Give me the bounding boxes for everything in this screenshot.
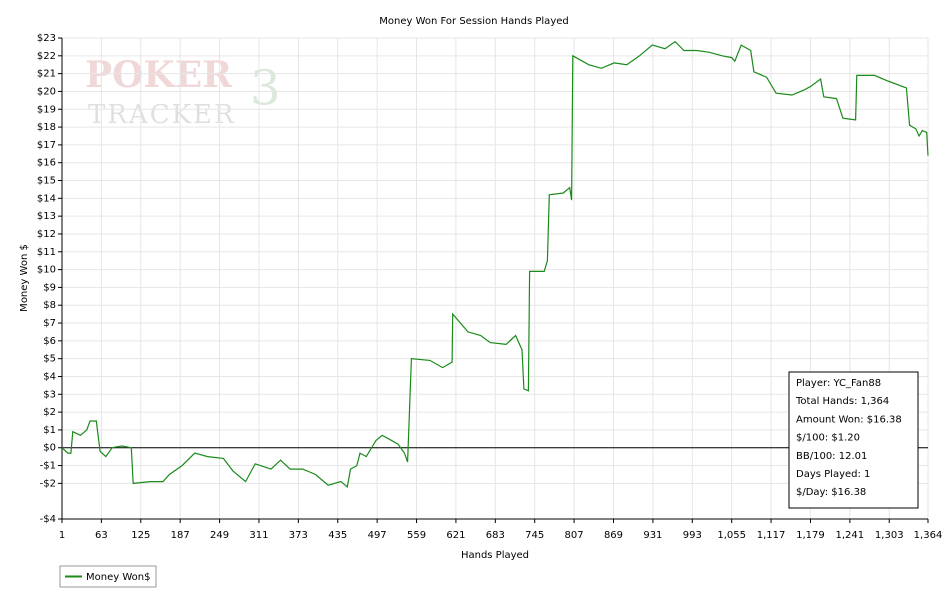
y-tick-label: $20 <box>37 86 56 97</box>
y-tick-label: $15 <box>37 176 56 187</box>
x-tick-label: 63 <box>95 530 108 541</box>
x-tick-label: 807 <box>565 530 584 541</box>
stats-line: $/Day: $16.38 <box>796 487 866 498</box>
x-tick-label: 1 <box>59 530 65 541</box>
x-tick-label: 1,055 <box>717 530 746 541</box>
stats-border <box>788 371 919 509</box>
y-tick-label: $1 <box>43 425 56 436</box>
x-tick-label: 187 <box>171 530 190 541</box>
x-tick-label: 621 <box>446 530 465 541</box>
x-tick-label: 993 <box>683 530 702 541</box>
x-tick-label: 1,364 <box>914 530 943 541</box>
x-tick-label: 435 <box>328 530 347 541</box>
y-tick-label: $3 <box>43 389 56 400</box>
x-tick-label: 497 <box>368 530 387 541</box>
y-tick-label: -$4 <box>40 514 56 525</box>
y-tick-label: $2 <box>43 407 56 418</box>
watermark: POKER TRACKER 3 <box>85 54 281 130</box>
y-tick-label: -$2 <box>40 478 56 489</box>
y-tick-label: $21 <box>37 69 56 80</box>
stats-line: Amount Won: $16.38 <box>796 414 902 425</box>
y-tick-label: $0 <box>43 443 56 454</box>
stats-line: $/100: $1.20 <box>796 433 860 444</box>
x-tick-label: 1,241 <box>836 530 865 541</box>
y-tick-label: $5 <box>43 354 56 365</box>
stats-line: Days Played: 1 <box>796 469 870 480</box>
x-tick-label: 249 <box>210 530 229 541</box>
x-tick-label: 559 <box>407 530 426 541</box>
y-axis-label: Money Won $ <box>19 244 30 312</box>
series-line <box>61 40 929 489</box>
y-tick-label: $6 <box>43 336 56 347</box>
y-tick-label: $14 <box>37 193 56 204</box>
stats-line: Player: YC_Fan88 <box>796 378 881 389</box>
legend-label: Money Won$ <box>86 572 150 583</box>
x-tick-label: 745 <box>525 530 544 541</box>
y-tick-label: $8 <box>43 300 56 311</box>
watermark-bottom: TRACKER <box>88 100 236 130</box>
y-tick-label: $11 <box>37 247 56 258</box>
watermark-top: POKER <box>85 54 233 96</box>
y-tick-label: $9 <box>43 282 56 293</box>
y-tick-label: $22 <box>37 51 56 62</box>
legend-border <box>59 565 157 588</box>
grid: $23$22$21$20$19$18$17$16$15$14$13$12$11$… <box>37 33 942 541</box>
y-tick-label: $12 <box>37 229 56 240</box>
y-tick-label: $19 <box>37 104 56 115</box>
stats-line: BB/100: 12.01 <box>796 451 867 462</box>
x-axis-label: Hands Played <box>461 550 529 561</box>
x-tick-label: 931 <box>643 530 662 541</box>
chart-title: Money Won For Session Hands Played <box>379 16 568 27</box>
x-tick-label: 125 <box>131 530 150 541</box>
stats-box: Player: YC_Fan88 Total Hands: 1,364 Amount… <box>788 371 919 509</box>
x-tick-label: 683 <box>486 530 505 541</box>
stats-line: Total Hands: 1,364 <box>795 396 889 407</box>
x-tick-label: 869 <box>604 530 623 541</box>
y-tick-label: $13 <box>37 211 56 222</box>
plot <box>61 40 929 489</box>
y-tick-label: $16 <box>37 158 56 169</box>
y-tick-label: $18 <box>37 122 56 133</box>
y-tick-label: -$1 <box>40 461 56 472</box>
y-tick-label: $7 <box>43 318 56 329</box>
x-tick-label: 1,303 <box>875 530 904 541</box>
y-tick-label: $17 <box>37 140 56 151</box>
y-tick-label: $10 <box>37 265 56 276</box>
x-tick-label: 373 <box>289 530 308 541</box>
watermark-badge: 3 <box>250 61 281 117</box>
y-tick-label: $4 <box>43 371 56 382</box>
x-tick-label: 311 <box>249 530 268 541</box>
x-tick-label: 1,179 <box>796 530 825 541</box>
legend: Money Won$ <box>59 565 157 588</box>
y-tick-label: $23 <box>37 33 56 44</box>
x-tick-label: 1,117 <box>757 530 786 541</box>
